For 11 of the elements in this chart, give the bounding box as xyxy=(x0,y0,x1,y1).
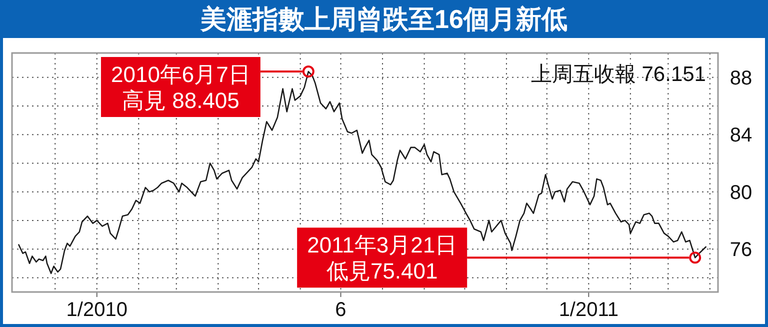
x-tick-label: 1/2010 xyxy=(66,299,128,321)
y-tick-label: 84 xyxy=(730,124,752,147)
y-tick-label: 76 xyxy=(730,239,752,262)
y-tick-label: 80 xyxy=(730,182,752,204)
chart-title: 美滙指數上周曾跌至16個月新低 xyxy=(200,4,568,34)
x-tick-label: 1/2011 xyxy=(558,299,618,321)
annotation: 上周五收報 76.151 xyxy=(530,63,706,86)
y-tick-label: 88 xyxy=(730,67,752,90)
annotation: 2010年6月7日高見 88.405 xyxy=(110,62,250,113)
x-tick-label: 6 xyxy=(335,299,346,321)
annotation: 2011年3月21日低見75.401 xyxy=(307,232,458,284)
